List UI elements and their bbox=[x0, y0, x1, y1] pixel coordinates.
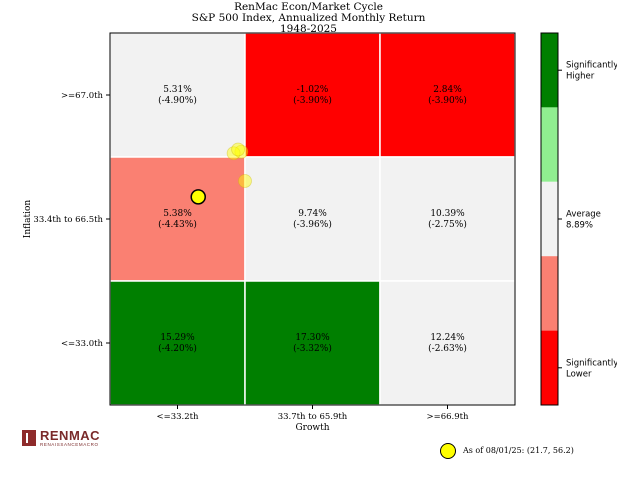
cell-subvalue: (-3.90%) bbox=[428, 95, 467, 106]
y-tick-label: <=33.0th bbox=[61, 339, 104, 349]
heatmap-cell bbox=[379, 280, 516, 406]
cell-value: 15.29% bbox=[160, 333, 195, 343]
cell-subvalue: (-2.63%) bbox=[428, 343, 467, 354]
colorbar-segment bbox=[541, 181, 558, 257]
chart-title-line-2: S&P 500 Index, Annualized Monthly Return bbox=[191, 12, 426, 24]
heatmap-cell bbox=[379, 156, 516, 282]
y-tick-label: >=67.0th bbox=[61, 91, 104, 101]
cell-value: 5.31% bbox=[163, 85, 192, 95]
y-axis-label: Inflation bbox=[23, 200, 33, 239]
trail-point-marker bbox=[234, 144, 249, 159]
cell-subvalue: (-4.43%) bbox=[158, 219, 197, 230]
logo-tagline: RENAISSANCEMACRO bbox=[40, 442, 99, 447]
cell-value: 17.30% bbox=[295, 333, 330, 343]
colorbar-label: Significantly bbox=[566, 358, 617, 368]
colorbar-label: 8.89% bbox=[566, 221, 593, 231]
cell-subvalue: (-4.90%) bbox=[158, 95, 197, 106]
cell-subvalue: (-2.75%) bbox=[428, 219, 467, 230]
cell-value: 9.74% bbox=[298, 209, 327, 219]
cell-value: 12.24% bbox=[430, 333, 465, 343]
y-tick-label: 33.4th to 66.5th bbox=[33, 215, 103, 225]
colorbar-segment bbox=[541, 330, 558, 405]
heatmap-cell bbox=[244, 280, 381, 406]
current-point-marker bbox=[190, 189, 206, 205]
legend-current-marker bbox=[440, 443, 456, 459]
cell-subvalue: (-3.90%) bbox=[293, 95, 332, 106]
chart-title-line-3: 1948-2025 bbox=[280, 23, 337, 35]
colorbar-segment bbox=[541, 33, 558, 108]
colorbar-frame bbox=[540, 32, 559, 406]
heatmap-cell bbox=[244, 32, 381, 158]
cell-subvalue: (-4.20%) bbox=[158, 343, 197, 354]
heatmap-cell bbox=[379, 32, 516, 158]
x-tick-label: >=66.9th bbox=[426, 412, 469, 422]
trail-point-marker bbox=[231, 142, 245, 157]
colorbar-label: Average bbox=[566, 210, 601, 220]
cell-value: 5.38% bbox=[163, 209, 192, 219]
heatmap-cell bbox=[244, 156, 381, 282]
heatmap-cell bbox=[109, 32, 246, 158]
trail-point-marker bbox=[238, 174, 252, 188]
colorbar-label: Significantly bbox=[566, 61, 617, 71]
colorbar-label: Lower bbox=[566, 369, 592, 379]
heatmap-cell bbox=[109, 156, 246, 282]
cell-subvalue: (-3.32%) bbox=[293, 343, 332, 354]
cell-value: 2.84% bbox=[433, 85, 462, 95]
chart-title-line-1: RenMac Econ/Market Cycle bbox=[234, 1, 383, 13]
renmac-logo-mark bbox=[22, 430, 36, 446]
trail-point-marker bbox=[226, 146, 241, 161]
colorbar-segment bbox=[541, 256, 558, 331]
logo-name: RENMAC bbox=[40, 428, 101, 443]
heatmap-cell bbox=[109, 280, 246, 406]
cell-value: 10.39% bbox=[430, 209, 465, 219]
x-tick-label: 33.7th to 65.9th bbox=[278, 412, 348, 422]
cell-value: -1.02% bbox=[297, 85, 329, 95]
colorbar-label: Higher bbox=[566, 72, 595, 82]
x-tick-label: <=33.2th bbox=[156, 412, 199, 422]
cell-subvalue: (-3.96%) bbox=[293, 219, 332, 230]
legend-current-label: As of 08/01/25: (21.7, 56.2) bbox=[463, 446, 574, 455]
x-axis-label: Growth bbox=[295, 423, 329, 433]
colorbar-segment bbox=[541, 107, 558, 182]
